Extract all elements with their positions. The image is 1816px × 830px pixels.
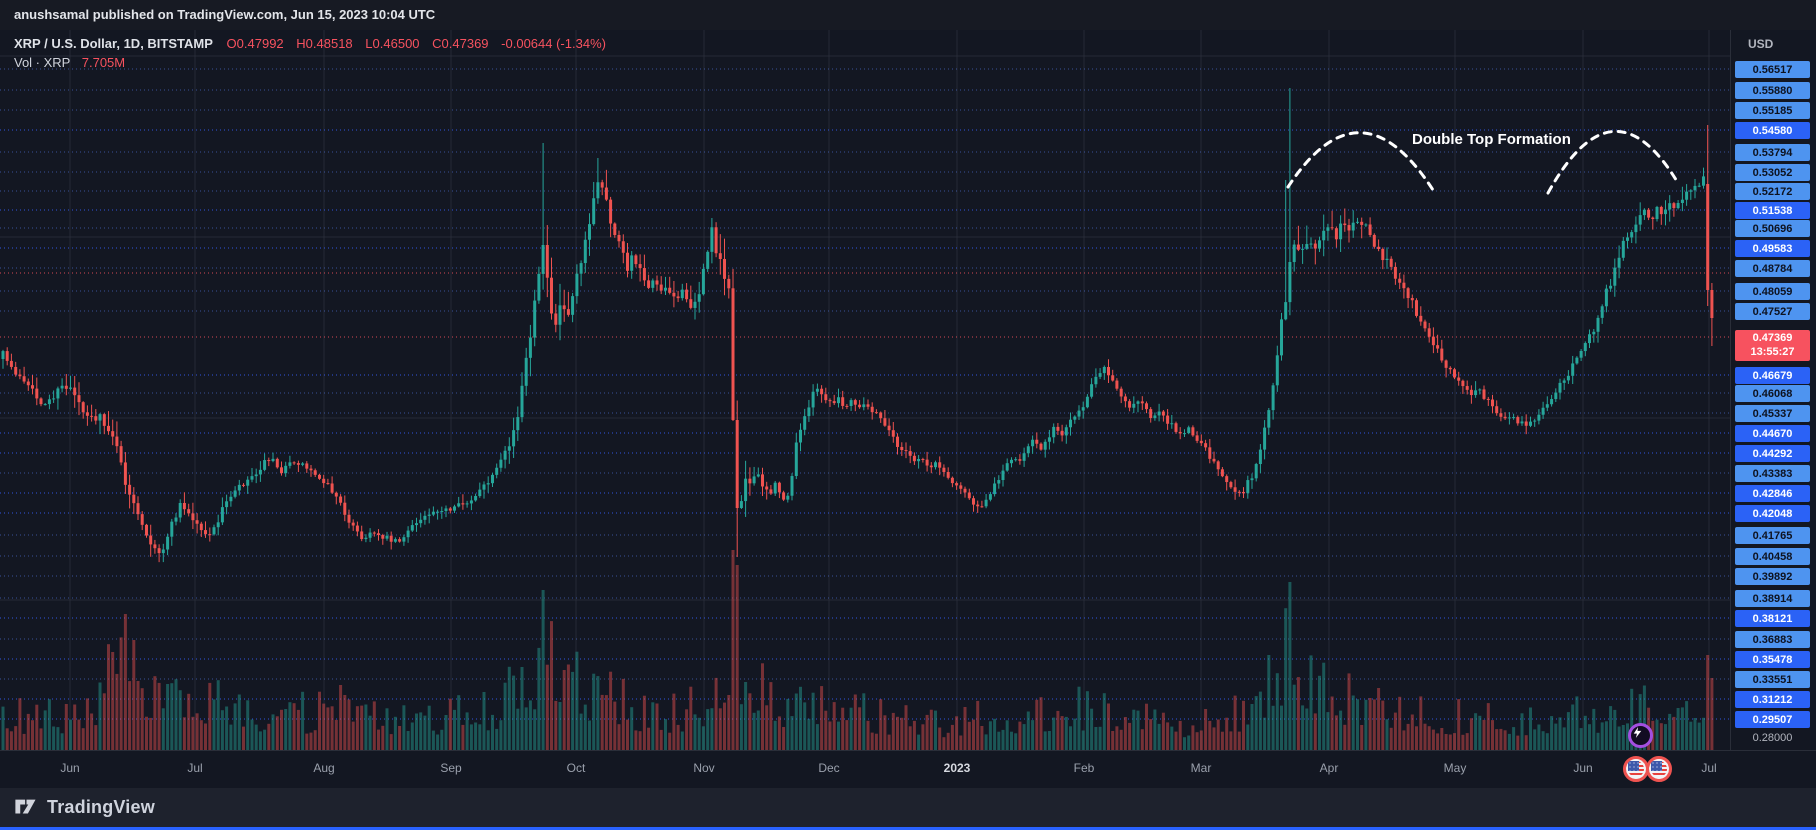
ohlc-high: H0.48518 [296,36,353,51]
time-axis-label: Sep [440,761,462,775]
price-level-label: 0.44670 [1735,425,1810,442]
legend-row-volume: Vol · XRP 7.705M [14,55,615,70]
last-price-chip: 0.47369 13:55:27 [1735,330,1810,361]
time-axis-label: Mar [1190,761,1212,775]
flag-canton [1651,761,1662,771]
price-level-label: 0.28000 [1752,731,1793,744]
time-axis[interactable]: Jun Jul Aug Sep Oct Nov Dec 2023 Feb Mar Apr May Jun… [0,750,1816,788]
price-axis[interactable]: USD 0.56517 0.55880 0.55185 0.54580 0.53794 0… [1730,30,1816,750]
double-top-arc[interactable] [1546,129,1680,195]
price-level-label: 0.31212 [1735,691,1810,708]
time-axis-label: Nov [693,761,715,775]
double-top-annotation[interactable]: Double Top Formation [1412,131,1571,148]
publish-info-bar: anushsamal published on TradingView.com,… [0,0,1816,30]
price-level-label: 0.43383 [1735,465,1810,482]
price-level-label: 0.42048 [1735,505,1810,522]
change-readout: -0.00644 (-1.34%) [501,36,606,51]
time-axis-label: Apr [1319,761,1339,775]
volume-value: 7.705M [81,55,126,70]
bar-countdown: 13:55:27 [1750,345,1795,358]
price-level-label: 0.40458 [1735,548,1810,565]
price-level-label: 0.52172 [1735,183,1810,200]
price-level-label: 0.46679 [1735,367,1810,384]
flag-canton [1628,761,1639,771]
price-level-label: 0.36883 [1735,631,1810,648]
volume-label: Vol · XRP [14,55,71,70]
time-axis-label: Dec [818,761,840,775]
price-level-label: 0.55185 [1735,102,1810,119]
lightning-idea-icon[interactable] [1628,723,1653,748]
us-flag-idea-icon-2[interactable] [1646,756,1672,782]
last-price-value: 0.47369 [1752,332,1793,345]
price-level-label: 0.49583 [1735,240,1810,257]
price-level-label: 0.47527 [1735,303,1810,320]
ohlc-readout: O0.47992 H0.48518 L0.46500 C0.47369 -0.0… [227,36,615,51]
ohlc-close: C0.47369 [432,36,489,51]
us-flag-idea-icon-1[interactable] [1623,756,1649,782]
footer-bar: TradingView [0,788,1816,830]
chart-svg[interactable]: Double Top Formation [0,30,1730,750]
price-level-label: 0.33551 [1735,671,1810,688]
bottom-accent-bar [0,827,1816,830]
brand-text: TradingView [47,797,155,817]
price-level-label: 0.29507 [1735,711,1810,728]
time-axis-label: Jun [1573,761,1593,775]
time-axis-label: Jun [60,761,80,775]
price-level-label: 0.53052 [1735,164,1810,181]
price-level-label: 0.42846 [1735,485,1810,502]
lightning-bolt-glyph [1633,727,1642,738]
ohlc-open: O0.47992 [226,36,284,51]
symbol-title: XRP / U.S. Dollar, 1D, BITSTAMP [14,36,213,51]
time-axis-label: Jul [1701,761,1717,775]
price-level-label: 0.35478 [1735,651,1810,668]
price-axis-currency: USD [1748,37,1774,51]
price-level-label: 0.54580 [1735,122,1810,139]
price-level-label: 0.44292 [1735,445,1810,462]
ohlc-low: L0.46500 [365,36,420,51]
price-level-label: 0.46068 [1735,385,1810,402]
time-axis-label: Jul [187,761,203,775]
legend-row-symbol: XRP / U.S. Dollar, 1D, BITSTAMP O0.47992… [14,36,615,51]
time-axis-label: Aug [313,761,335,775]
tradingview-brand[interactable]: TradingView [14,797,155,818]
price-level-label: 0.39892 [1735,568,1810,585]
price-level-label: 0.53794 [1735,144,1810,161]
double-top-arc[interactable] [1286,131,1435,192]
tradingview-logo-icon [15,799,36,814]
time-axis-label: Feb [1073,761,1095,775]
price-level-label: 0.55880 [1735,82,1810,99]
price-level-label: 0.50696 [1735,220,1810,237]
price-level-label: 0.56517 [1735,61,1810,78]
publish-info-text: anushsamal published on TradingView.com,… [14,7,436,22]
price-level-label: 0.38914 [1735,590,1810,607]
price-level-label: 0.48059 [1735,283,1810,300]
price-level-label: 0.41765 [1735,527,1810,544]
time-axis-label: 2023 [943,761,971,775]
price-level-label: 0.38121 [1735,610,1810,627]
chart-pane[interactable]: Double Top Formation XRP / U.S. Dollar, … [0,30,1730,782]
price-level-label: 0.48784 [1735,260,1810,277]
time-axis-label: May [1443,761,1467,775]
time-axis-label: Oct [566,761,586,775]
price-level-label: 0.51538 [1735,202,1810,219]
price-level-label: 0.45337 [1735,405,1810,422]
chart-legend: XRP / U.S. Dollar, 1D, BITSTAMP O0.47992… [14,36,615,70]
